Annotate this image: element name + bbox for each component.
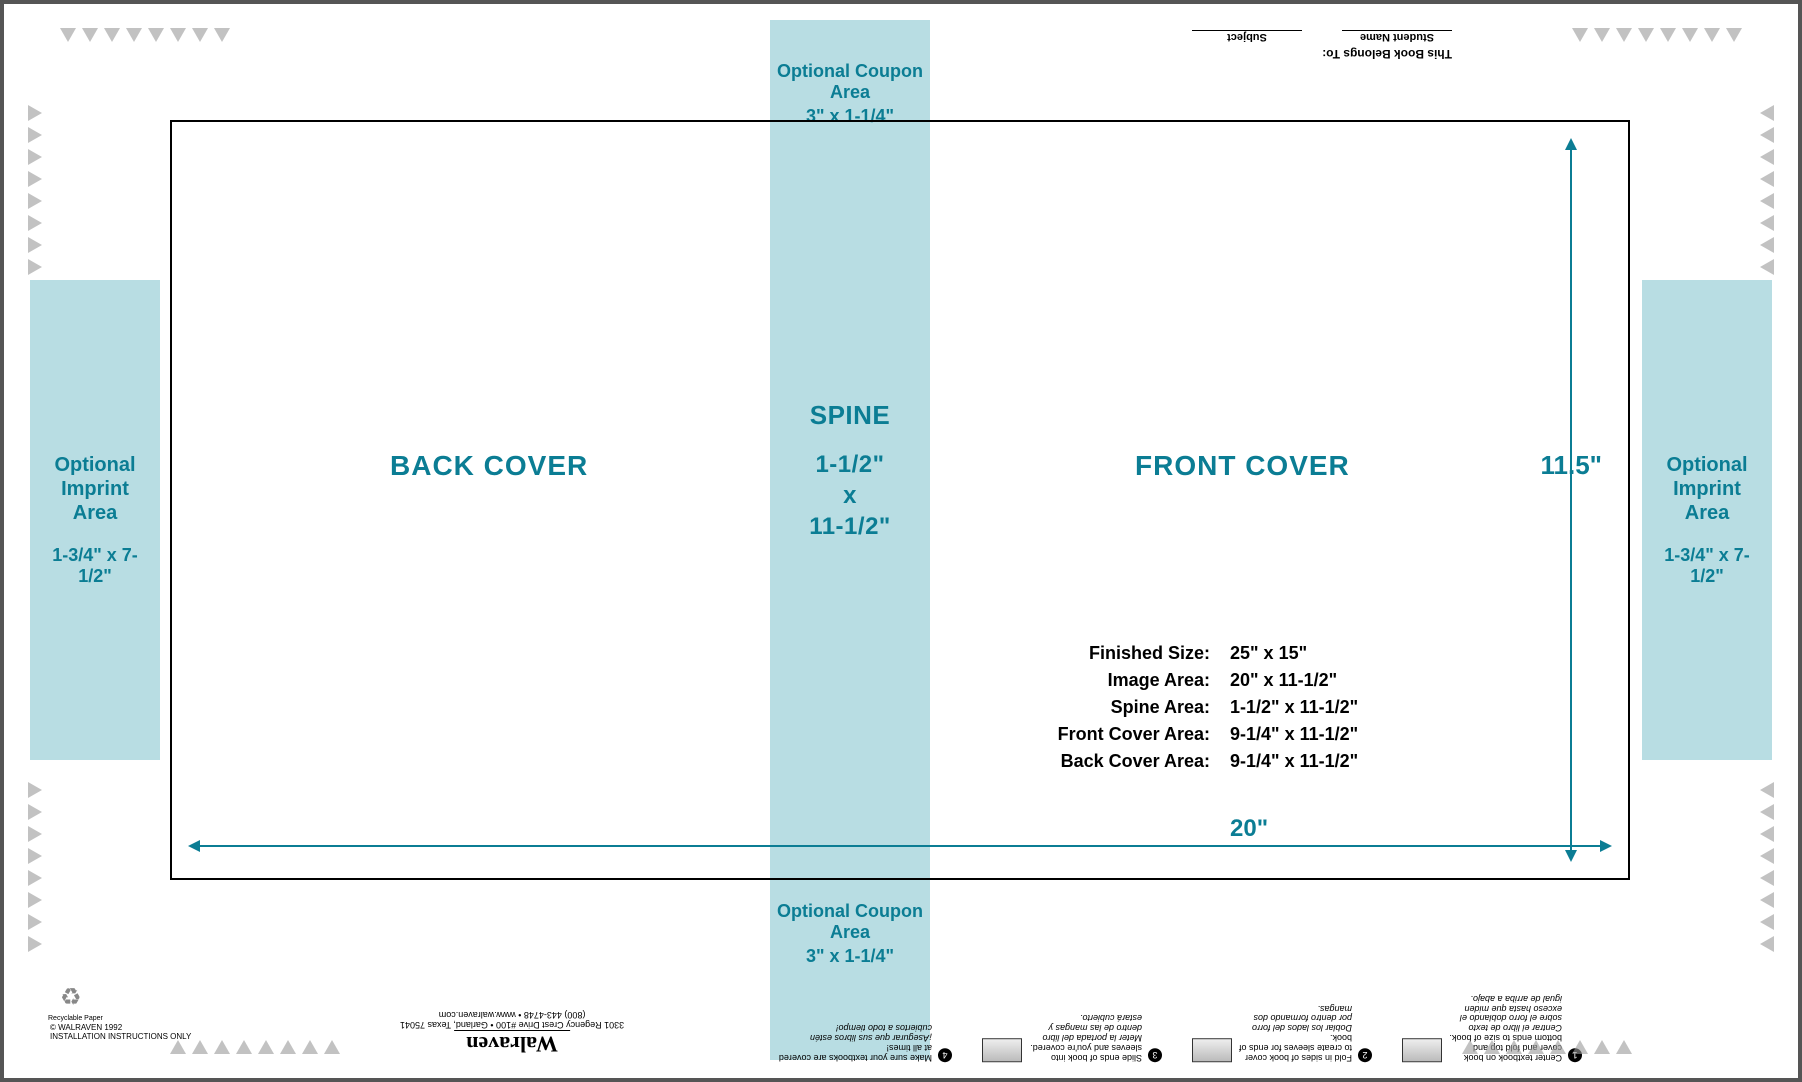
size-specifications: Finished Size:25" x 15" Image Area:20" x… xyxy=(1030,640,1358,775)
imprint-line3: Area xyxy=(73,502,117,524)
step-number: 2 xyxy=(1358,1048,1372,1062)
instruction-step: 2 Fold in sides of book cover to create … xyxy=(1192,1003,1372,1062)
imprint-line3: Area xyxy=(1685,502,1729,524)
imprint-line2: Imprint xyxy=(61,478,129,500)
step-number: 3 xyxy=(1148,1048,1162,1062)
imprint-title: Optional Imprint Area xyxy=(54,453,135,525)
walraven-logo: Walraven 3301 Regency Crest Drive #100 •… xyxy=(400,1010,624,1057)
width-dimension-label: 20" xyxy=(1230,815,1268,843)
imprint-line1: Optional xyxy=(1666,454,1747,476)
back-cover-label: BACK COVER xyxy=(390,450,588,482)
triangle-row-top-right xyxy=(1572,28,1742,42)
coupon-dim: 3" x 1-1/4" xyxy=(772,946,928,967)
imprint-dim: 1-3/4" x 7-1/2" xyxy=(38,545,152,587)
belongs-to-label: This Book Belongs To: xyxy=(1192,47,1452,61)
book-belongs-to-labels: This Book Belongs To: Student Name Subje… xyxy=(1192,30,1452,61)
recycle-icon: ♻ xyxy=(60,983,82,1012)
fold-icon xyxy=(1402,1038,1442,1062)
spec-row: Back Cover Area:9-1/4" x 11-1/2" xyxy=(1030,748,1358,775)
coupon-title: Optional Coupon Area xyxy=(772,61,928,102)
brand-name: Walraven xyxy=(454,1030,570,1057)
height-dimension-label: 11.5" xyxy=(1541,450,1603,481)
coupon-title: Optional Coupon Area xyxy=(772,901,928,942)
instruction-step: 4 Make sure your textbooks are covered a… xyxy=(772,1022,952,1062)
student-name-field: Student Name xyxy=(1342,30,1452,43)
height-dimension-arrow xyxy=(1570,140,1572,860)
optional-coupon-area-bottom: Optional Coupon Area 3" x 1-1/4" xyxy=(770,895,930,973)
imprint-dim: 1-3/4" x 7-1/2" xyxy=(1650,545,1764,587)
imprint-line1: Optional xyxy=(54,454,135,476)
left-optional-imprint-area: Optional Imprint Area 1-3/4" x 7-1/2" xyxy=(30,280,160,760)
brand-contact: (800) 443-4748 • www.walraven.com xyxy=(400,1010,624,1020)
installation-instructions: 1 Center textbook on book cover and fold… xyxy=(772,993,1582,1062)
spec-row: Spine Area:1-1/2" x 11-1/2" xyxy=(1030,694,1358,721)
triangle-col-right-top xyxy=(1760,105,1774,275)
triangle-col-left-bottom xyxy=(28,782,42,952)
step-number: 4 xyxy=(938,1048,952,1062)
spec-row: Front Cover Area:9-1/4" x 11-1/2" xyxy=(1030,721,1358,748)
width-dimension-arrow xyxy=(190,845,1610,847)
image-area-frame xyxy=(170,120,1630,880)
fold-icon xyxy=(982,1038,1022,1062)
triangle-col-right-bottom xyxy=(1760,782,1774,952)
triangle-row-bottom-right xyxy=(1462,1040,1632,1054)
imprint-line2: Imprint xyxy=(1673,478,1741,500)
imprint-title: Optional Imprint Area xyxy=(1666,453,1747,525)
triangle-row-top-left xyxy=(60,28,230,42)
right-optional-imprint-area: Optional Imprint Area 1-3/4" x 7-1/2" xyxy=(1642,280,1772,760)
fold-icon xyxy=(1192,1038,1232,1062)
spec-row: Finished Size:25" x 15" xyxy=(1030,640,1358,667)
triangle-col-left-top xyxy=(28,105,42,275)
subject-field: Subject xyxy=(1192,30,1302,43)
recycle-label: Recyclable Paper xyxy=(48,1015,103,1022)
instruction-step: 3 Slide ends of book into sleeves and yo… xyxy=(982,1013,1162,1062)
spec-row: Image Area:20" x 11-1/2" xyxy=(1030,667,1358,694)
brand-address: 3301 Regency Crest Drive #100 • Garland,… xyxy=(400,1020,624,1030)
front-cover-label: FRONT COVER xyxy=(1135,450,1350,482)
triangle-row-bottom-left xyxy=(170,1040,340,1054)
